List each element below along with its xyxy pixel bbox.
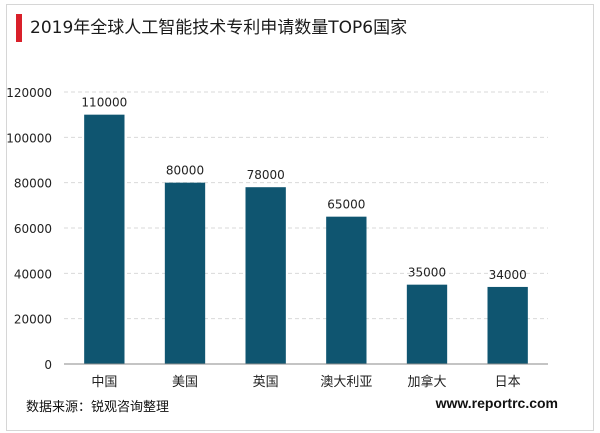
y-axis-ticks: 0 20000 40000 60000 80000 100000 120000	[6, 86, 52, 372]
y-tick-label: 20000	[14, 313, 52, 327]
bar-3	[245, 187, 286, 364]
x-tick-label: 美国	[172, 375, 198, 390]
y-tick-label: 40000	[14, 267, 52, 281]
data-labels: 110000 80000 78000 65000 35000 34000	[81, 96, 526, 282]
data-label: 35000	[408, 266, 446, 280]
x-tick-label: 英国	[253, 375, 279, 390]
bar-5	[406, 284, 448, 364]
website-watermark: www.reportrc.com	[435, 395, 558, 411]
bar-1	[84, 114, 125, 365]
y-tick-label: 80000	[14, 177, 52, 191]
x-tick-label: 澳大利亚	[320, 374, 372, 390]
y-tick-label: 120000	[6, 86, 52, 100]
x-tick-label: 加拿大	[407, 374, 446, 390]
data-label: 65000	[327, 198, 365, 212]
data-source-note: 数据来源：锐观咨询整理	[26, 400, 170, 415]
data-label: 110000	[81, 96, 127, 110]
y-tick-label: 60000	[14, 222, 52, 236]
bars	[84, 114, 528, 365]
x-axis-ticks: 中国 美国 英国 澳大利亚 加拿大 日本	[91, 374, 520, 390]
x-tick-label: 中国	[91, 375, 117, 390]
grid-lines	[64, 91, 548, 320]
y-tick-label: 100000	[6, 131, 52, 145]
data-label: 80000	[166, 164, 204, 178]
data-label: 78000	[247, 168, 285, 182]
chart-title: 2019年全球人工智能技术专利申请数量TOP6国家	[30, 18, 408, 38]
bar-4	[326, 216, 367, 364]
title-accent-bar	[16, 14, 22, 42]
bar-6	[487, 286, 528, 364]
x-tick-label: 日本	[495, 375, 521, 390]
y-tick-label: 0	[44, 358, 52, 372]
data-label: 34000	[489, 268, 527, 282]
bar-2	[164, 182, 206, 364]
